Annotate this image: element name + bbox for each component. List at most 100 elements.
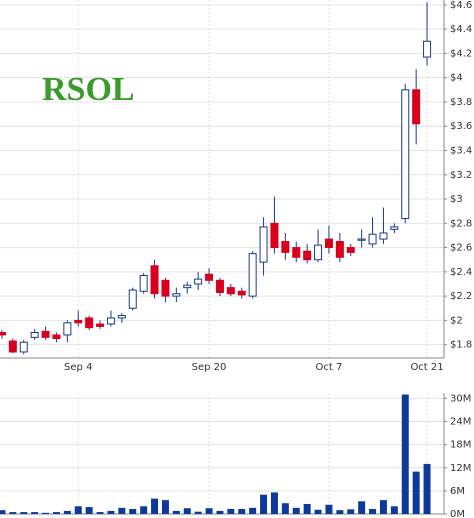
bar — [20, 512, 28, 514]
x-tick-label: Sep 20 — [192, 362, 227, 373]
bar — [281, 503, 289, 514]
y-tick-label: $4 — [450, 73, 463, 84]
y-tick-label: $3.4 — [450, 145, 472, 156]
candle-body — [41, 330, 50, 338]
bar — [52, 512, 60, 514]
candle-body — [237, 290, 246, 296]
bar — [0, 510, 6, 514]
candle-body — [63, 322, 72, 336]
bar — [347, 509, 355, 514]
bar — [85, 507, 93, 514]
y-tick-label: 12M — [450, 463, 471, 474]
bar — [31, 512, 39, 514]
candle-body — [303, 250, 312, 261]
bar — [161, 500, 169, 514]
candle-body — [379, 232, 388, 240]
bar — [172, 510, 180, 514]
bar — [216, 510, 224, 514]
y-tick-label: $2.6 — [450, 243, 472, 254]
x-tick-label: Sep 4 — [64, 362, 92, 373]
y-tick-label: 18M — [450, 440, 471, 451]
x-tick-label: Oct 7 — [316, 362, 343, 373]
bar — [369, 508, 377, 514]
bar — [9, 512, 17, 514]
bar — [140, 506, 148, 514]
candle-body — [117, 315, 126, 319]
chart-title: RSOL — [42, 71, 135, 108]
bar — [358, 501, 366, 514]
bar — [379, 500, 387, 514]
candle-body — [412, 89, 421, 125]
candle-body — [335, 240, 344, 258]
candle-body — [128, 289, 137, 309]
candle-body — [259, 226, 268, 263]
bar — [238, 508, 246, 514]
bar — [260, 494, 268, 514]
candle-body — [139, 274, 148, 292]
bar — [325, 504, 333, 514]
y-tick-label: $2.2 — [450, 291, 472, 302]
bar — [423, 463, 431, 514]
y-tick-label: $1.8 — [450, 340, 472, 351]
bar — [292, 507, 300, 514]
candle-body — [150, 265, 159, 295]
bar — [107, 510, 115, 514]
bar — [401, 394, 409, 514]
candle-body — [74, 319, 83, 324]
candle-body — [292, 247, 301, 258]
candle-body — [161, 279, 170, 297]
bar — [96, 512, 104, 514]
candle-body — [423, 40, 432, 58]
y-tick-label: 6M — [450, 486, 465, 497]
y-tick-label: $4.2 — [450, 48, 472, 59]
candle-body — [401, 89, 410, 219]
bar — [390, 506, 398, 514]
candle-body — [368, 233, 377, 245]
bar — [314, 509, 322, 514]
candle-body — [106, 317, 115, 325]
bar — [118, 507, 126, 514]
candle-body — [194, 278, 203, 285]
candle-body — [8, 340, 17, 353]
candle-body — [183, 284, 192, 289]
candle-body — [248, 253, 257, 297]
bar — [227, 508, 235, 514]
y-tick-label: 24M — [450, 417, 471, 428]
bar — [412, 471, 420, 514]
bar — [205, 508, 213, 514]
y-tick-label: 0M — [450, 509, 465, 518]
y-tick-label: $3.8 — [450, 97, 472, 108]
candle-body — [281, 240, 290, 253]
candle-body — [52, 334, 61, 340]
candle-body — [85, 317, 94, 329]
candle-body — [215, 279, 224, 293]
candle-body — [0, 332, 6, 336]
y-tick-label: $4.6 — [450, 0, 472, 11]
candle-body — [205, 273, 214, 281]
candle-body — [172, 293, 181, 297]
y-tick-label: $2 — [450, 315, 463, 326]
bar — [74, 506, 82, 514]
candle-body — [357, 238, 366, 241]
y-tick-label: $3 — [450, 194, 463, 205]
y-tick-label: $2.8 — [450, 218, 472, 229]
candle-body — [346, 247, 355, 253]
bar — [270, 492, 278, 514]
bar — [129, 508, 137, 514]
candle-body — [96, 323, 105, 327]
bar — [63, 510, 71, 514]
candle-body — [324, 238, 333, 249]
y-tick-label: $2.4 — [450, 267, 472, 278]
bar — [183, 508, 191, 514]
candle-body — [314, 244, 323, 261]
bar — [42, 512, 50, 514]
y-tick-label: $3.6 — [450, 121, 472, 132]
bar — [194, 511, 202, 514]
y-tick-label: $3.2 — [450, 170, 472, 181]
candle-body — [30, 332, 39, 338]
bar — [249, 507, 257, 514]
candle-body — [19, 341, 28, 353]
candle-body — [270, 222, 279, 249]
y-tick-label: $4.4 — [450, 24, 472, 35]
